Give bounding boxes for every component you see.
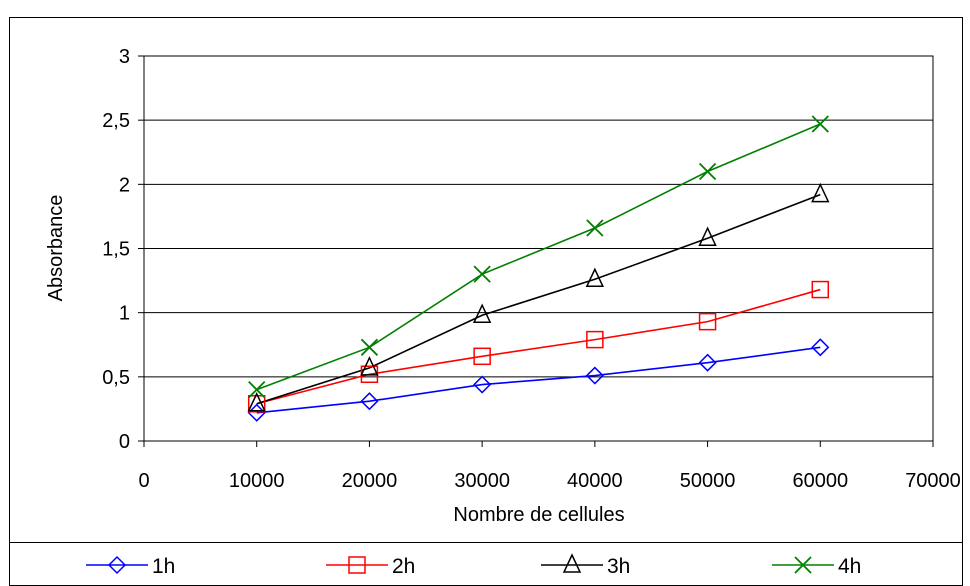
data-point-2h	[247, 395, 266, 413]
marker-stroke	[698, 162, 717, 181]
series-lines	[256, 123, 821, 414]
legend-label-4h: 4h	[838, 555, 861, 578]
x-tick-label: 20000	[342, 470, 398, 492]
legend-label-2h: 2h	[392, 555, 415, 578]
x-axis-title: Nombre de cellules	[453, 504, 624, 526]
x-tick-label: 30000	[454, 470, 510, 492]
x-tick-label: 10000	[229, 470, 285, 492]
marker-stroke	[248, 381, 266, 399]
marker-stroke	[811, 115, 829, 133]
series-line-3h	[256, 193, 821, 405]
series-markers	[247, 115, 830, 422]
data-point-3h	[585, 267, 605, 288]
legend-marker-4h	[794, 556, 812, 574]
series-line-2h	[256, 288, 821, 405]
x-tick-label: 0	[138, 470, 149, 492]
data-point-3h	[360, 356, 379, 376]
data-point-3h	[698, 226, 717, 246]
data-point-1h	[360, 392, 379, 411]
data-point-4h	[586, 219, 604, 237]
x-tick-label: 40000	[567, 470, 623, 492]
x-tick-label: 70000	[905, 470, 961, 492]
data-point-3h	[811, 182, 830, 203]
legend-marker-1h	[107, 555, 127, 575]
data-point-3h	[472, 303, 492, 323]
data-point-4h	[698, 162, 717, 181]
y-tick-label: 1,5	[102, 239, 130, 261]
data-point-1h	[473, 375, 492, 394]
data-point-2h	[473, 347, 491, 366]
y-tick-label: 0,5	[102, 367, 130, 389]
data-point-4h	[473, 265, 491, 283]
data-point-1h	[811, 338, 830, 357]
gridlines	[144, 55, 933, 378]
x-tick-label: 50000	[680, 470, 736, 492]
data-point-3h	[247, 392, 266, 412]
legend-label-1h: 1h	[152, 555, 175, 578]
data-point-1h	[585, 366, 604, 385]
y-tick-label: 0	[119, 431, 130, 453]
legend: 1h 2h 3h 4h	[86, 553, 861, 578]
data-point-4h	[811, 115, 829, 133]
y-tick-label: 2,5	[102, 110, 130, 132]
marker-stroke	[360, 338, 379, 356]
y-axis-title: Absorbance	[45, 195, 67, 302]
x-axis-ticks: 0 10000 20000 30000 40000 50000 60000 70000	[138, 441, 961, 492]
marker-stroke	[794, 556, 812, 574]
x-tick-label: 60000	[792, 470, 848, 492]
marker-stroke	[586, 219, 604, 237]
legend-marker-2h	[348, 556, 366, 574]
y-tick-label: 1	[119, 303, 130, 325]
y-tick-label: 2	[119, 174, 130, 196]
legend-label-3h: 3h	[607, 555, 630, 578]
data-point-2h	[586, 330, 604, 349]
legend-marker-3h	[562, 553, 582, 573]
series-line-4h	[256, 123, 821, 391]
series-line-1h	[256, 346, 821, 414]
y-tick-label: 3	[119, 46, 130, 68]
data-point-2h	[698, 312, 717, 331]
y-axis-ticks: 0 0,5 1 1,5 2 2,5 3	[102, 46, 144, 453]
data-point-2h	[811, 280, 830, 299]
data-point-1h	[698, 353, 717, 372]
marker-stroke	[473, 265, 491, 283]
data-point-4h	[248, 381, 266, 399]
data-point-4h	[360, 338, 379, 356]
